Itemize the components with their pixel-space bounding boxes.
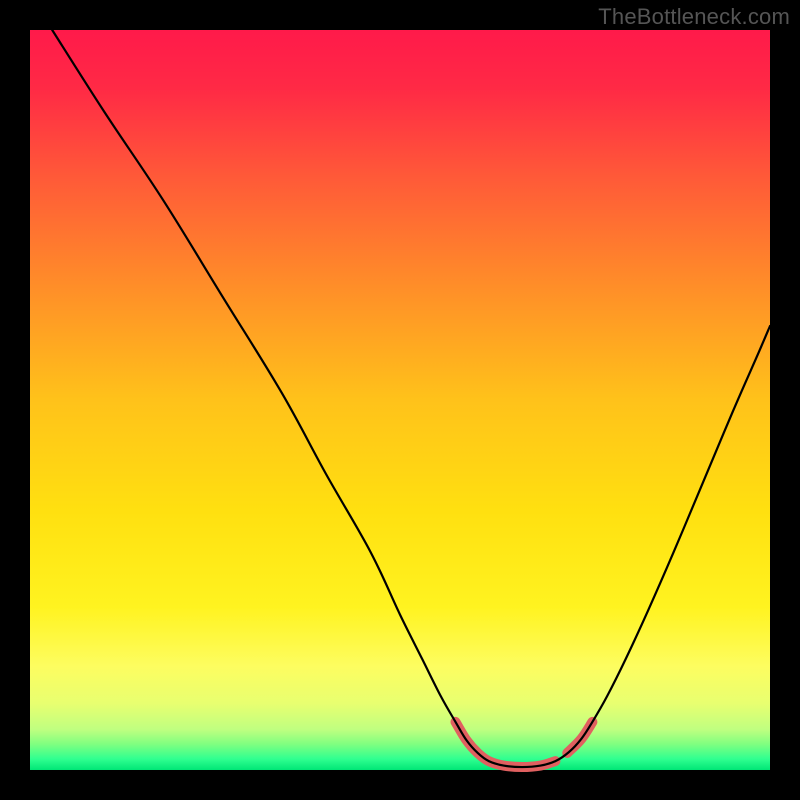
bottleneck-chart — [0, 0, 800, 800]
watermark-text: TheBottleneck.com — [598, 4, 790, 30]
chart-frame: TheBottleneck.com — [0, 0, 800, 800]
plot-background — [30, 30, 770, 770]
